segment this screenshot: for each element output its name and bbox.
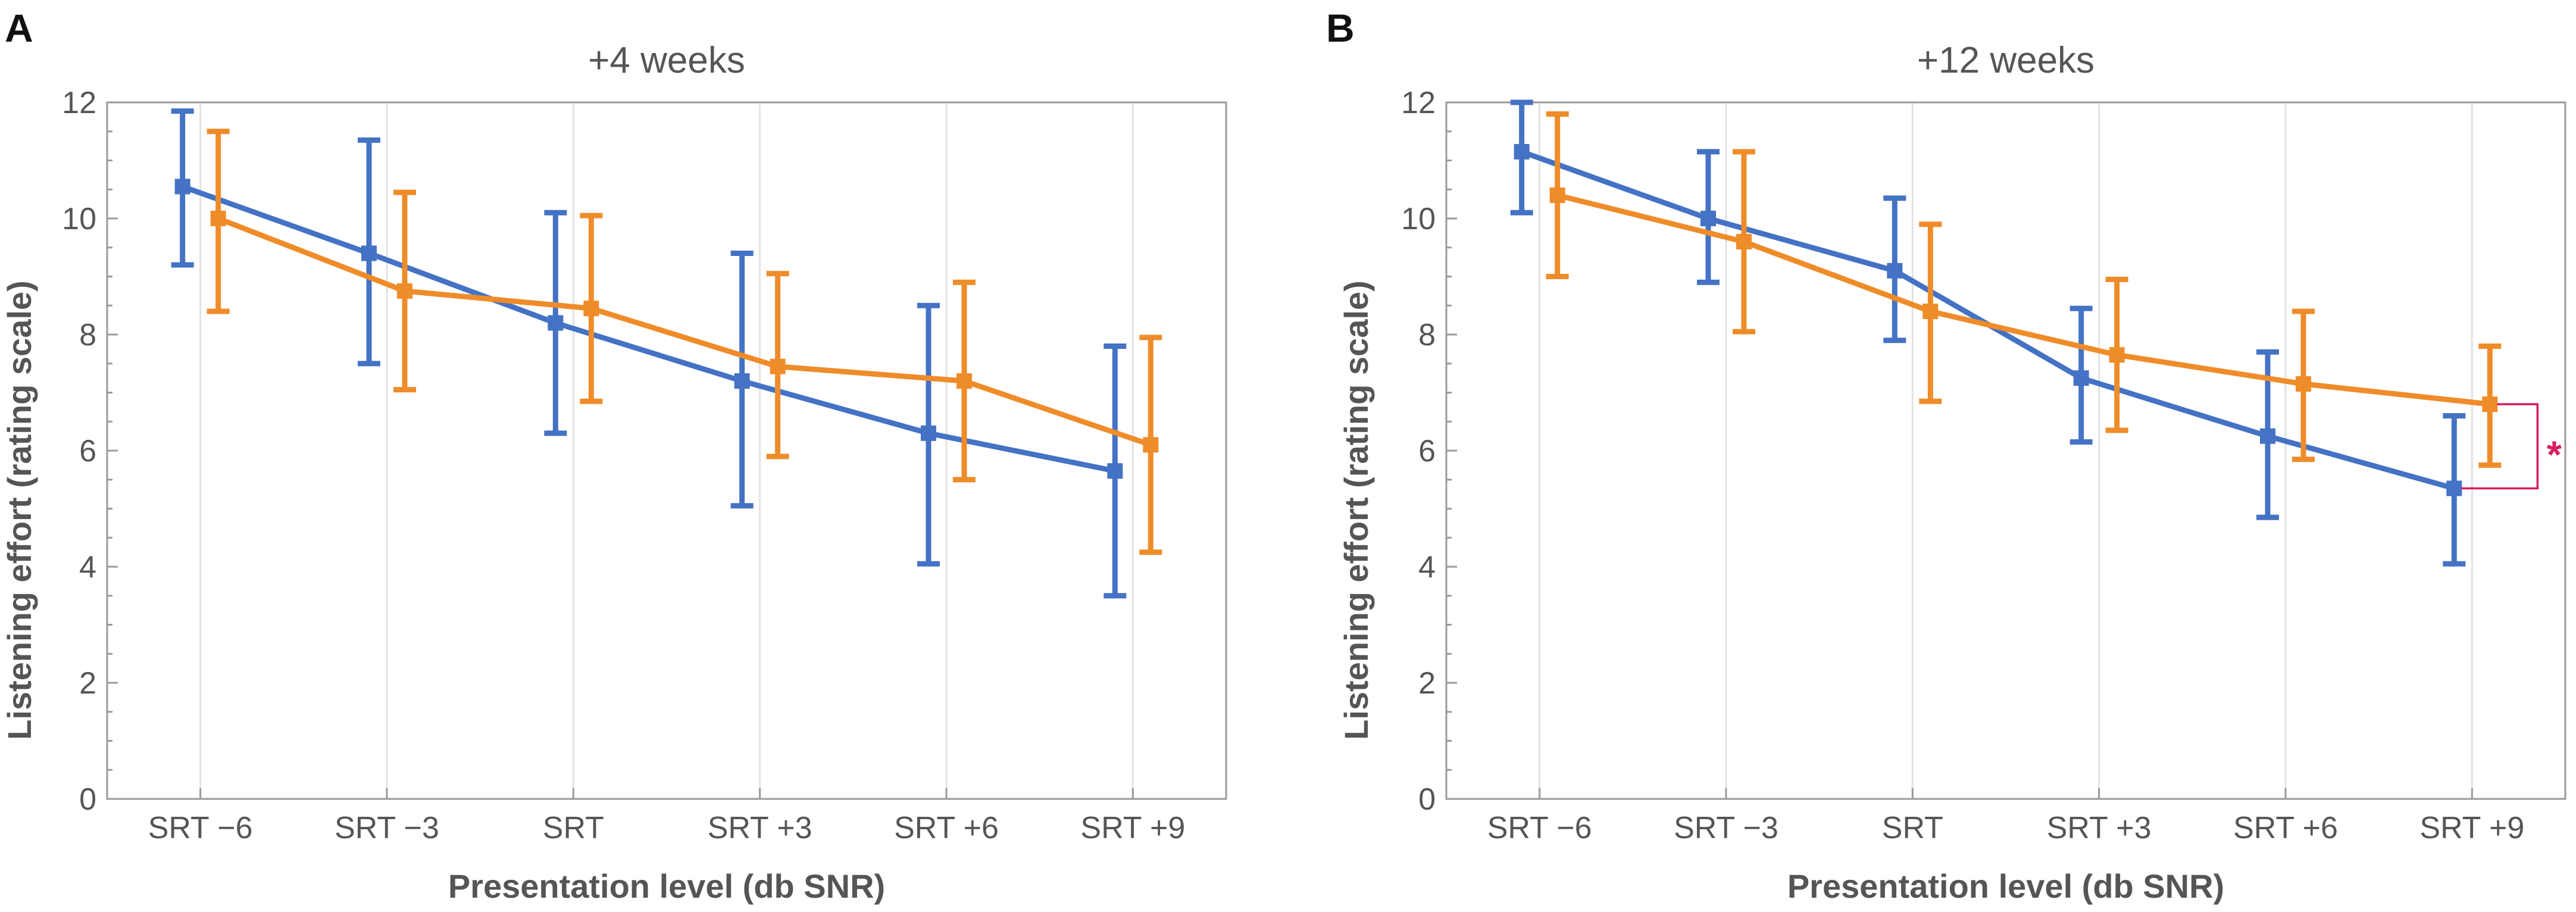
panel-a-letter: A: [5, 6, 33, 50]
panel-a: A +4 weeks Listening effort (rating scal…: [1, 6, 1227, 905]
panel-a-x-tick-label-srt-plus6: SRT +6: [894, 811, 999, 845]
panel-a-orange-group-line: [215, 215, 1153, 448]
panel-a-y-tick-label-4: 4: [79, 550, 96, 585]
panel-a-x-tick-label-srt-plus3: SRT +3: [708, 811, 812, 845]
panel-a-orange-group-point-srt-minus6: [210, 211, 226, 226]
panel-a-y-tick-label-8: 8: [79, 318, 96, 352]
panel-b-blue-group-point-srt-plus6: [2260, 428, 2275, 444]
panel-b-orange-group-point-srt-minus6: [1549, 188, 1565, 203]
panel-a-x-ticks: SRT −6 SRT −3 SRT SRT +3 SRT +6 SRT +9: [148, 788, 1185, 845]
panel-b-y-axis-label: Listening effort (rating scale): [1337, 280, 1375, 740]
panel-b-blue-group-point-srt-plus9: [2446, 480, 2462, 496]
panel-a-y-tick-label-0: 0: [79, 782, 96, 817]
panel-a-blue-group-point-srt-plus3: [734, 373, 750, 389]
panel-a-y-tick-label-10: 10: [62, 202, 96, 236]
panel-a-blue-group-point-srt: [548, 315, 564, 331]
panel-b: B +12 weeks Listening effort (rating sca…: [1326, 6, 2566, 905]
panel-a-orange-group-point-srt-plus9: [1143, 437, 1159, 453]
panel-b-blue-group-point-srt-plus3: [2073, 370, 2089, 386]
panel-a-grid: [199, 102, 1134, 799]
panel-a-blue-group-point-srt-minus3: [361, 245, 377, 261]
panel-a-y-tick-label-12: 12: [62, 86, 96, 120]
panel-a-x-tick-label-srt: SRT: [543, 811, 604, 845]
panel-a-orange-group-point-srt: [583, 301, 599, 317]
panel-b-blue-group-point-srt: [1887, 263, 1903, 279]
panel-b-blue-group-point-srt-minus6: [1514, 143, 1530, 160]
panel-a-y-tick-label-2: 2: [79, 666, 96, 701]
panel-a-x-tick-label-srt-minus6: SRT −6: [148, 811, 253, 845]
panel-b-y-tick-label-10: 10: [1401, 202, 1436, 236]
panel-b-y-tick-label-8: 8: [1418, 318, 1436, 352]
panel-b-title: +12 weeks: [1917, 40, 2094, 81]
panel-a-blue-group-line: [180, 183, 1118, 474]
panel-a-y-tick-label-6: 6: [79, 434, 96, 469]
panel-b-significance-star-0: *: [2547, 433, 2562, 476]
panel-b-orange-group-point-srt: [1922, 304, 1939, 319]
panel-b-y-tick-label-2: 2: [1418, 666, 1436, 701]
panel-b-series-orange-group: [1546, 111, 2502, 468]
panel-b-x-tick-label-srt-plus6: SRT +6: [2233, 811, 2338, 845]
panel-a-blue-group-point-srt-plus6: [921, 425, 936, 441]
panel-a-orange-group-point-srt-plus6: [956, 373, 972, 389]
panel-a-x-tick-label-srt-plus9: SRT +9: [1080, 811, 1185, 845]
panel-b-series: [1510, 99, 2502, 567]
panel-a-y-axis-label: Listening effort (rating scale): [1, 280, 38, 740]
panel-a-series-blue-group: [171, 108, 1127, 599]
panel-b-significance-bracket-0: [2461, 403, 2539, 490]
panel-b-x-axis-label: Presentation level (db SNR): [1787, 867, 2224, 905]
panel-a-blue-group-point-srt-minus6: [174, 179, 190, 195]
panel-a-orange-group-point-srt-plus3: [770, 358, 786, 374]
panel-a-orange-group-point-srt-minus3: [397, 283, 412, 299]
panel-b-x-tick-label-srt-minus6: SRT −6: [1487, 811, 1592, 845]
panel-a-series-orange-group: [207, 129, 1162, 555]
panel-a-blue-group-point-srt-plus9: [1107, 463, 1123, 479]
panel-a-title: +4 weeks: [588, 40, 745, 81]
panel-b-orange-group-point-srt-plus3: [2109, 347, 2125, 363]
panel-b-x-tick-label-srt-minus3: SRT −3: [1674, 811, 1778, 845]
panel-b-letter: B: [1326, 6, 1355, 50]
panel-b-x-tick-label-srt-plus3: SRT +3: [2047, 811, 2152, 845]
panel-b-orange-group-point-srt-minus3: [1736, 234, 1752, 249]
panel-b-orange-group-point-srt-plus6: [2296, 376, 2311, 392]
panel-b-y-tick-label-12: 12: [1401, 86, 1436, 120]
panel-b-orange-group-point-srt-plus9: [2482, 396, 2498, 412]
panel-b-y-tick-label-4: 4: [1418, 550, 1436, 585]
panel-a-y-ticks: 0 2 4 6 8 10 12: [62, 86, 118, 817]
panel-b-x-tick-label-srt: SRT: [1882, 811, 1943, 845]
panel-b-y-tick-label-6: 6: [1418, 434, 1436, 469]
panel-a-series: [171, 108, 1162, 599]
panel-b-blue-group-point-srt-minus3: [1700, 211, 1716, 226]
panel-b-x-tick-label-srt-plus9: SRT +9: [2419, 811, 2524, 845]
panel-b-y-ticks: 0 2 4 6 8 10 12: [1401, 86, 1457, 817]
panel-b-grid: [1539, 102, 2473, 799]
panel-a-x-axis-label: Presentation level (db SNR): [448, 867, 885, 905]
panel-b-y-tick-label-0: 0: [1418, 782, 1436, 817]
panel-a-x-tick-label-srt-minus3: SRT −3: [334, 811, 439, 845]
panel-b-annotations: *: [2461, 403, 2562, 490]
panel-b-x-ticks: SRT −6 SRT −3 SRT SRT +3 SRT +6 SRT +9: [1487, 788, 2524, 845]
panel-b-orange-group-line: [1555, 192, 2493, 407]
